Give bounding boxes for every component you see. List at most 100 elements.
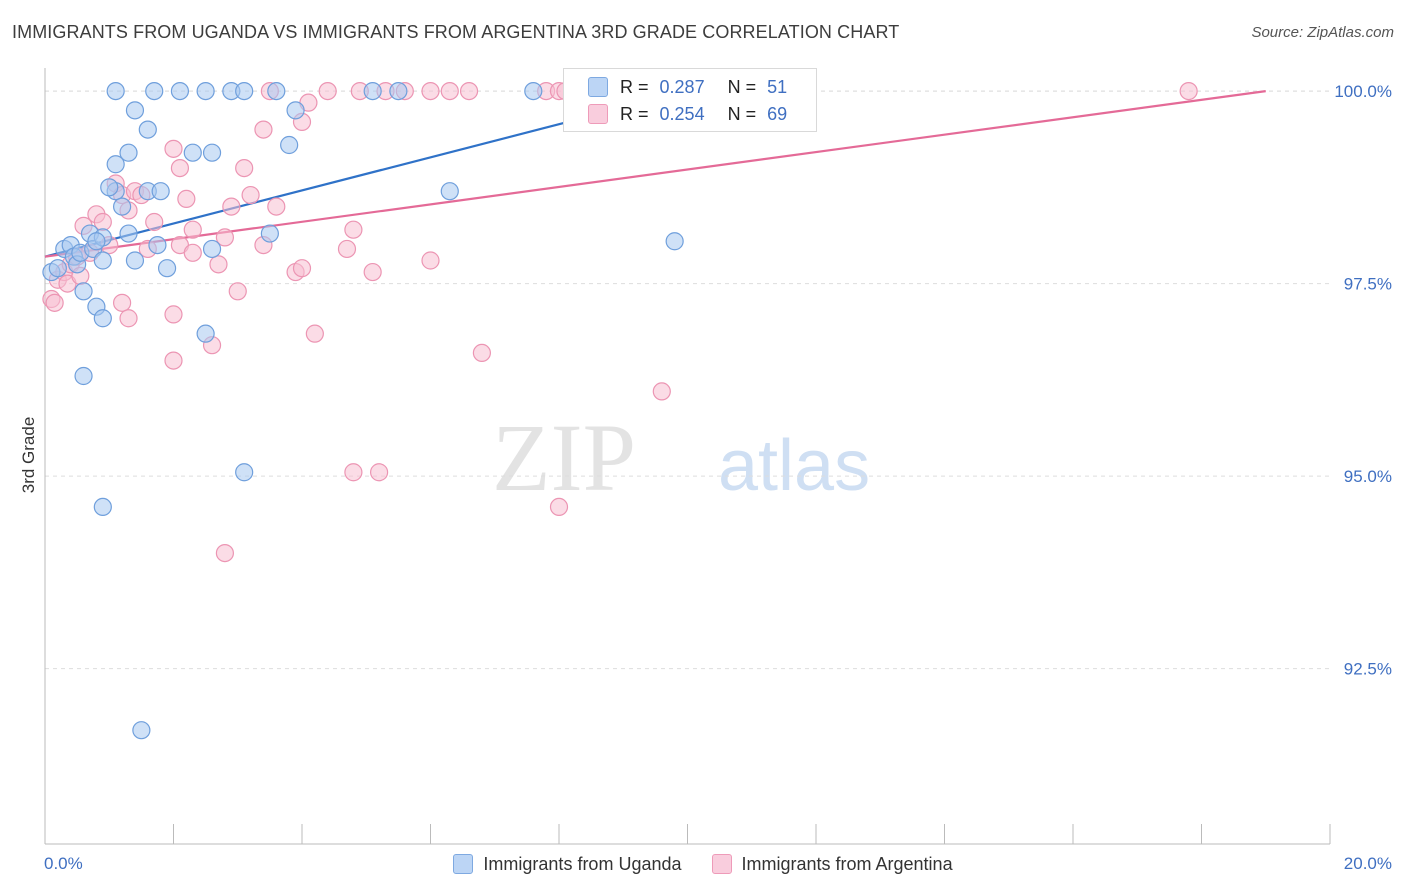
y-tick-labels: 92.5% 95.0% 97.5% 100.0% — [1334, 82, 1392, 679]
r-value-argentina: 0.254 — [659, 103, 705, 124]
point-argentina — [235, 159, 254, 178]
point-uganda — [286, 101, 305, 120]
point-argentina — [344, 463, 363, 482]
chart-title: IMMIGRANTS FROM UGANDA VS IMMIGRANTS FRO… — [12, 22, 900, 42]
legend-swatch-argentina — [711, 854, 732, 874]
point-argentina — [177, 189, 196, 208]
y-tick-label: 100.0% — [1334, 82, 1392, 101]
point-uganda — [119, 224, 138, 243]
point-uganda — [93, 497, 112, 516]
point-argentina — [421, 251, 440, 270]
point-uganda — [93, 309, 112, 328]
point-argentina — [183, 220, 202, 239]
n-value-argentina: 69 — [767, 103, 788, 124]
point-uganda — [524, 81, 543, 101]
point-uganda — [157, 259, 177, 278]
point-argentina — [337, 239, 357, 259]
data-points — [42, 81, 1198, 740]
point-uganda — [235, 81, 254, 101]
point-argentina — [305, 324, 324, 343]
point-uganda — [440, 182, 459, 201]
point-uganda — [235, 463, 254, 482]
point-uganda — [280, 135, 299, 155]
point-uganda — [112, 197, 132, 216]
point-uganda — [93, 251, 112, 270]
axes — [44, 68, 1331, 845]
point-uganda — [87, 232, 106, 251]
point-uganda — [202, 143, 222, 162]
point-uganda — [125, 101, 145, 120]
point-uganda — [267, 81, 286, 101]
point-uganda — [260, 224, 279, 243]
r-value-uganda: 0.287 — [659, 76, 705, 97]
watermark-zip: ZIP — [492, 404, 636, 511]
watermark: ZIP atlas — [492, 404, 870, 511]
point-argentina — [370, 463, 389, 482]
stats-swatch-argentina — [588, 104, 608, 124]
point-argentina — [164, 305, 183, 324]
y-axis-label: 3rd Grade — [19, 417, 38, 494]
point-argentina — [344, 220, 363, 239]
legend: Immigrants from Uganda Immigrants from A… — [0, 850, 1406, 878]
legend-label-argentina: Immigrants from Argentina — [741, 853, 953, 874]
legend-swatch-uganda — [453, 854, 474, 874]
n-value-uganda: 51 — [767, 76, 788, 97]
point-argentina — [228, 282, 247, 301]
point-argentina — [215, 228, 234, 247]
point-argentina — [164, 139, 183, 158]
point-argentina — [318, 81, 337, 101]
point-uganda — [665, 232, 684, 251]
point-argentina — [421, 81, 440, 101]
point-argentina — [1179, 81, 1198, 101]
r-label: R = — [620, 76, 649, 97]
point-argentina — [472, 343, 491, 362]
point-argentina — [45, 293, 64, 312]
point-uganda — [363, 81, 382, 101]
point-argentina — [440, 81, 459, 101]
point-argentina — [170, 159, 190, 178]
legend-item-argentina[interactable]: Immigrants from Argentina — [711, 850, 953, 878]
point-uganda — [196, 324, 215, 343]
watermark-atlas: atlas — [718, 426, 870, 506]
point-uganda — [48, 259, 67, 278]
point-argentina — [254, 120, 273, 139]
point-uganda — [202, 239, 222, 259]
x-tick-labels: 0.0% 20.0% — [44, 854, 1392, 873]
point-uganda — [389, 81, 408, 101]
point-argentina — [215, 543, 234, 563]
r-label: R = — [620, 103, 649, 124]
point-uganda — [125, 251, 145, 270]
point-uganda — [106, 81, 125, 101]
x-tick-label: 0.0% — [44, 854, 83, 873]
point-argentina — [145, 212, 164, 232]
point-argentina — [241, 185, 260, 205]
point-uganda — [151, 182, 170, 201]
legend-item-uganda[interactable]: Immigrants from Uganda — [453, 850, 682, 878]
source-note: Source: ZipAtlas.com — [1251, 24, 1394, 41]
point-argentina — [549, 497, 569, 516]
point-uganda — [119, 143, 138, 162]
legend-label-uganda: Immigrants from Uganda — [483, 853, 682, 874]
point-argentina — [112, 293, 132, 312]
point-uganda — [196, 81, 215, 101]
point-uganda — [100, 178, 119, 197]
point-uganda — [170, 81, 190, 101]
n-label: N = — [727, 103, 757, 124]
point-uganda — [74, 366, 93, 386]
point-uganda — [138, 120, 157, 139]
stats-box: R = 0.287 N = 51 R = 0.254 N = 69 — [563, 68, 817, 132]
point-argentina — [183, 243, 202, 262]
gridlines — [45, 90, 1330, 670]
point-argentina — [164, 351, 183, 370]
point-argentina — [292, 259, 312, 278]
point-argentina — [119, 309, 138, 328]
y-tick-label: 97.5% — [1344, 275, 1392, 294]
x-tick-label: 20.0% — [1344, 854, 1392, 873]
stats-swatch-uganda — [588, 77, 608, 97]
point-argentina — [652, 382, 671, 401]
y-tick-label: 95.0% — [1344, 467, 1392, 486]
point-uganda — [145, 81, 164, 101]
y-tick-label: 92.5% — [1344, 660, 1392, 679]
point-argentina — [459, 81, 479, 101]
trend-line-argentina — [44, 90, 1266, 258]
